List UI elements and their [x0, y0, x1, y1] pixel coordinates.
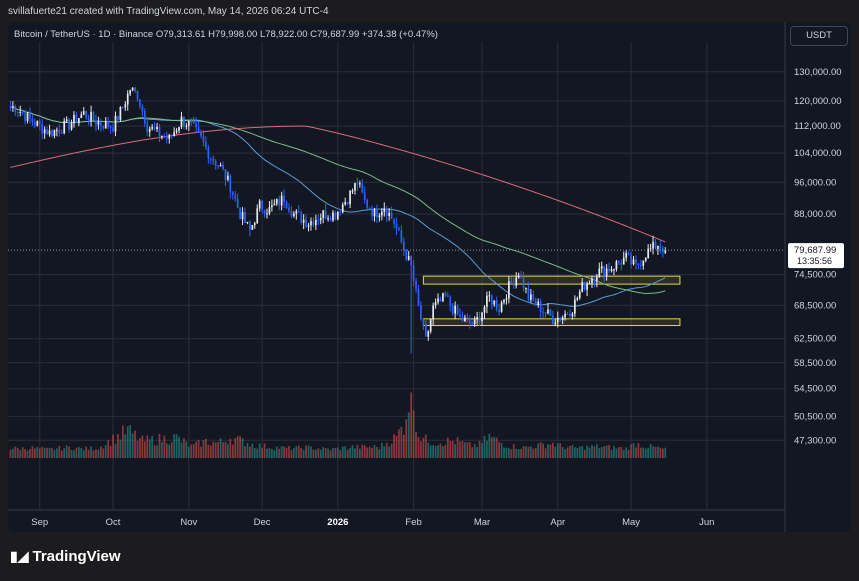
brand-logo: ▮◢ TradingView [10, 548, 121, 565]
currency-button[interactable]: USDT [790, 26, 848, 46]
chart-panel[interactable] [8, 22, 851, 532]
symbol-legend: Bitcoin / TetherUS · 1D · Binance O79,31… [14, 29, 438, 40]
ohlc-high: H79,998.00 [208, 29, 258, 40]
symbol-name: Bitcoin / TetherUS · 1D · Binance [14, 29, 154, 40]
ohlc-close: C79,687.99 [310, 29, 360, 40]
price-change: +374.38 (+0.47%) [361, 29, 438, 40]
brand-name: TradingView [32, 548, 121, 565]
ohlc-low: L78,922.00 [259, 29, 308, 40]
ohlc-open: O79,313.61 [155, 29, 206, 40]
attribution-text: svillafuerte21 created with TradingView.… [8, 6, 329, 17]
tradingview-logo-icon: ▮◢ [10, 548, 29, 564]
